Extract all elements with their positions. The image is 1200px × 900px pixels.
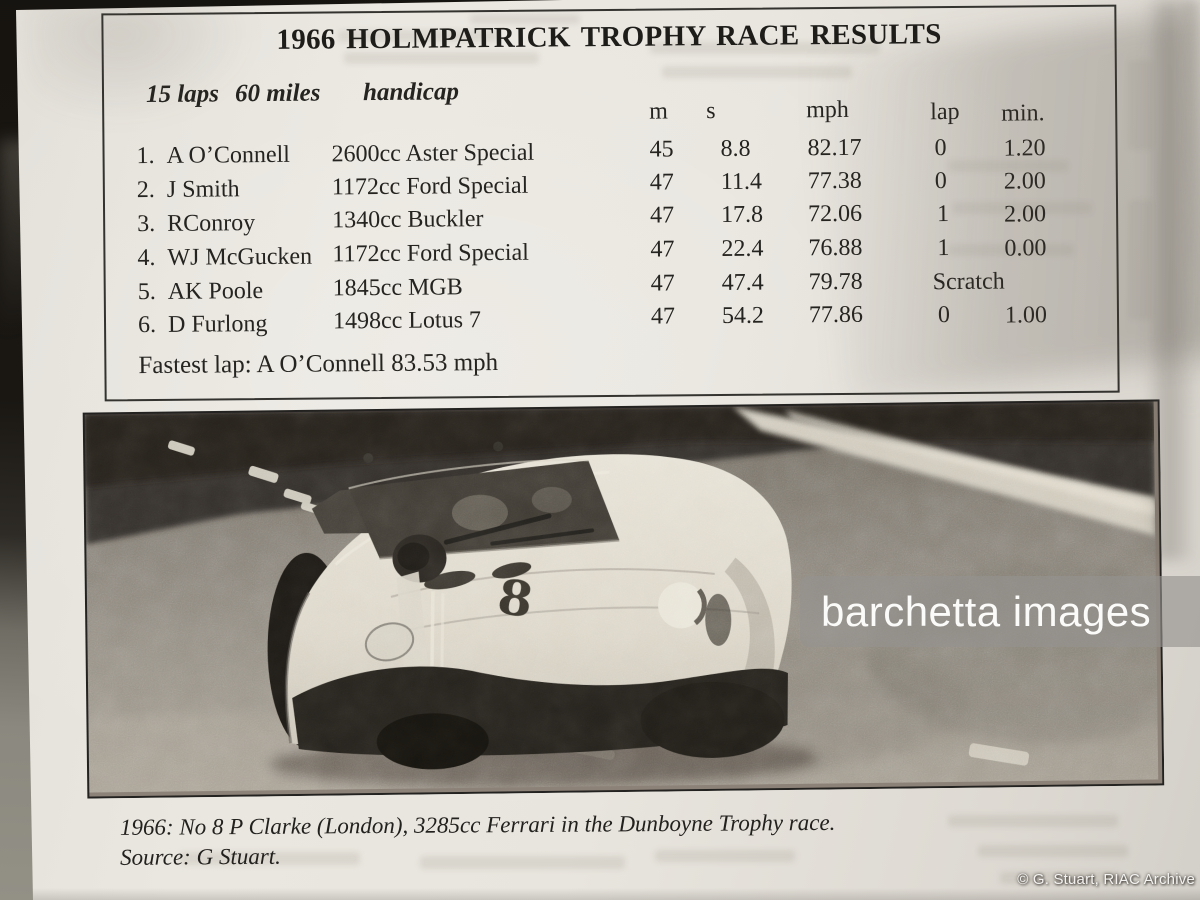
row-pos: 3. (137, 210, 156, 238)
row-car: 1498cc Lotus 7 (332, 307, 482, 335)
photo-credit: © G. Stuart, RIAC Archive (1017, 871, 1195, 888)
photo-caption: 1966: No 8 P Clarke (London), 3285cc Fer… (120, 807, 940, 873)
row-s: 8.8 (720, 135, 751, 163)
caption-line-1: 1966: No 8 P Clarke (London), 3285cc Fer… (119, 809, 836, 840)
row-s: 11.4 (720, 168, 763, 196)
row-s: 47.4 (721, 269, 764, 297)
col-header-s: s (706, 98, 716, 125)
row-car: 1172cc Ford Special (332, 239, 529, 268)
race-photo-art: 8 (84, 401, 1159, 793)
caption-line-2: Source: G Stuart. (120, 843, 281, 870)
row-driver: RConroy (167, 210, 256, 237)
row-car: 1340cc Buckler (332, 206, 484, 234)
row-pos: 2. (136, 176, 155, 204)
row-pos: 6. (137, 311, 157, 339)
row-m: 47 (650, 303, 676, 330)
col-header-m: m (649, 98, 668, 125)
row-driver: WJ McGucken (167, 243, 313, 271)
race-photo: 8 (82, 399, 1165, 799)
row-m: 47 (649, 169, 674, 196)
hand-shadow (808, 11, 1200, 401)
row-s: 22.4 (721, 235, 764, 263)
row-m: 47 (650, 236, 675, 263)
row-car: 1845cc MGB (332, 274, 463, 302)
row-m: 47 (649, 202, 675, 229)
watermark-text: barchetta images (821, 587, 1152, 635)
fastest-lap: Fastest lap: A O’Connell 83.53 mph (138, 348, 499, 380)
row-driver: D Furlong (167, 310, 268, 338)
page-edge-shading (1146, 0, 1192, 560)
row-m: 45 (649, 136, 674, 163)
row-car: 2600cc Aster Special (331, 139, 535, 168)
page-edge-highlight (1182, 0, 1200, 420)
race-type: handicap (362, 78, 460, 107)
row-pos: 4. (137, 244, 156, 272)
row-s: 54.2 (721, 302, 765, 330)
row-car: 1172cc Ford Special (331, 172, 529, 201)
corner-shadow (30, 0, 330, 170)
row-pos: 5. (137, 278, 156, 306)
watermark-badge: barchetta images (800, 576, 1200, 647)
bottom-edge-shading (16, 888, 1200, 900)
row-driver: AK Poole (167, 278, 264, 305)
row-driver: J Smith (166, 176, 240, 203)
row-m: 47 (650, 270, 675, 297)
row-s: 17.8 (720, 201, 764, 229)
